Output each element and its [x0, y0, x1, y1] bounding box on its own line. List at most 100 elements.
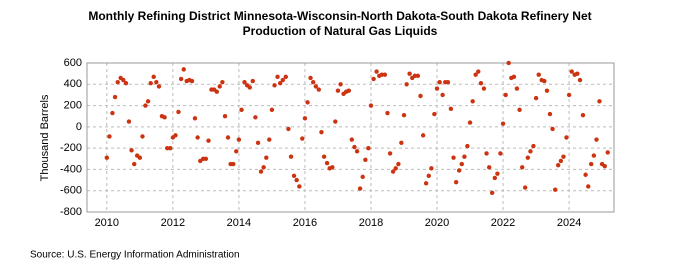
data-point [195, 135, 200, 140]
data-point [385, 110, 390, 116]
data-point [115, 79, 120, 85]
data-point [107, 134, 112, 139]
data-point [297, 184, 302, 189]
data-point [498, 151, 503, 156]
data-point [300, 136, 305, 141]
data-point [382, 72, 388, 77]
data-point [112, 94, 118, 100]
data-point [140, 134, 145, 139]
data-point [231, 161, 236, 167]
data-point [324, 160, 330, 166]
data-point [451, 155, 456, 160]
y-axis-label: Thousand Barrels [39, 94, 51, 181]
data-point [239, 107, 244, 113]
data-point [583, 172, 588, 177]
data-point [151, 74, 156, 80]
data-point [173, 133, 178, 138]
data-point [291, 173, 297, 179]
data-point [465, 143, 470, 149]
data-point [467, 120, 473, 125]
data-point [357, 186, 363, 191]
data-point [310, 79, 316, 85]
data-point [489, 190, 495, 196]
data-point [255, 140, 261, 146]
data-point [473, 72, 478, 77]
data-point [247, 85, 252, 90]
data-point [352, 144, 357, 150]
data-point [440, 92, 445, 98]
x-tick-label: 2022 [491, 217, 515, 229]
data-point [429, 166, 434, 171]
data-point [258, 169, 264, 174]
y-tick-label: -200 [60, 142, 82, 154]
data-point [214, 89, 219, 94]
data-point [162, 115, 167, 120]
data-point [445, 79, 451, 85]
data-point [580, 112, 586, 118]
data-point [418, 93, 423, 99]
y-tick-label: -600 [60, 185, 82, 197]
data-point [126, 119, 132, 124]
data-point [602, 164, 607, 169]
data-point [420, 133, 426, 138]
y-tick-label: 400 [64, 78, 82, 90]
data-point [511, 74, 517, 80]
data-point [234, 149, 239, 154]
data-point [168, 145, 173, 151]
data-point [264, 155, 269, 160]
data-point [481, 86, 487, 91]
data-point [503, 92, 508, 98]
data-point [354, 149, 360, 154]
data-point [393, 166, 398, 171]
data-point [492, 175, 497, 181]
data-point [456, 168, 462, 173]
data-point [484, 151, 489, 156]
data-point [561, 154, 566, 159]
data-point [335, 88, 341, 93]
data-point [531, 143, 536, 149]
data-point [404, 82, 409, 87]
data-point [220, 79, 225, 85]
data-point [308, 75, 313, 81]
data-point [453, 180, 459, 185]
x-tick-label: 2014 [227, 217, 251, 229]
data-point [143, 103, 148, 108]
data-point [316, 87, 322, 92]
data-point [396, 161, 401, 167]
data-point [349, 137, 355, 142]
data-point [288, 154, 294, 159]
x-tick-label: 2018 [359, 217, 383, 229]
data-point [486, 165, 492, 170]
data-point [132, 161, 137, 167]
data-point [242, 79, 247, 85]
data-point [399, 140, 404, 146]
data-point [432, 111, 437, 117]
data-point [206, 138, 211, 143]
data-point [313, 84, 319, 89]
data-point [368, 103, 374, 108]
data-point [476, 69, 481, 74]
y-tick-label: 0 [76, 121, 82, 133]
x-tick-label: 2012 [161, 217, 185, 229]
data-point [176, 109, 181, 115]
data-point [536, 72, 541, 77]
data-point [189, 78, 195, 84]
data-point [222, 114, 228, 119]
data-point [594, 137, 599, 142]
y-tick-label: -400 [60, 163, 82, 175]
data-point [154, 79, 159, 85]
data-point [156, 84, 162, 89]
data-point [566, 92, 572, 98]
data-point [305, 100, 310, 105]
data-point [294, 177, 299, 183]
data-point [426, 173, 431, 179]
data-point [137, 155, 143, 160]
data-point [575, 71, 580, 76]
data-point [390, 169, 396, 174]
data-point [605, 150, 610, 155]
data-point [547, 111, 553, 117]
data-point [366, 145, 371, 151]
x-tick-label: 2010 [95, 217, 119, 229]
data-point [586, 184, 591, 189]
data-point [577, 77, 583, 83]
